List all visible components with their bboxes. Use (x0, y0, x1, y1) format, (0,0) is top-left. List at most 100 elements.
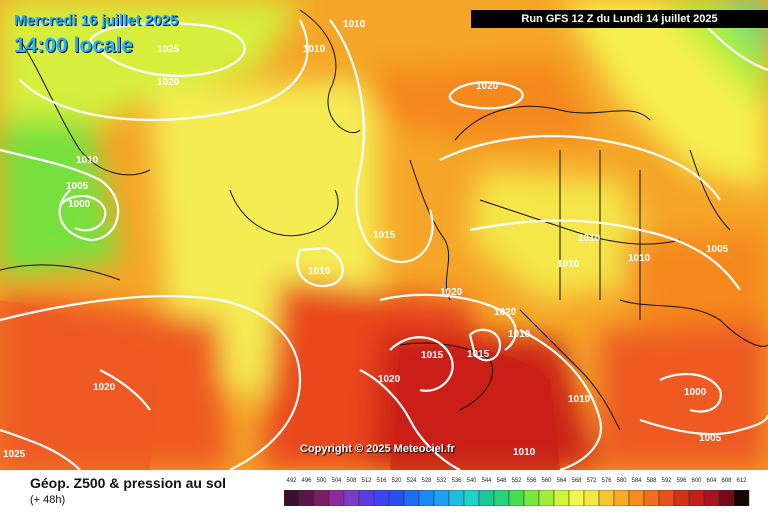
color-scale-label: 552 (511, 478, 522, 484)
isobar-label: 1020 (440, 287, 463, 298)
color-scale-swatch (448, 490, 465, 506)
color-scale-swatch (583, 490, 600, 506)
forecast-time: 14:00 locale (14, 34, 134, 57)
color-scale-label: 504 (331, 478, 342, 484)
color-scale-swatch (403, 490, 420, 506)
isobar-label: 1010 (303, 44, 326, 55)
color-scale-swatch (703, 490, 720, 506)
color-scale-swatch (493, 490, 510, 506)
color-scale-label: 588 (646, 478, 657, 484)
isobar-label: 1020 (378, 374, 401, 385)
color-scale-label: 496 (301, 478, 312, 484)
color-scale-label: 572 (586, 478, 597, 484)
isobar-label: 1005 (699, 433, 722, 444)
isobar-label: 1020 (476, 81, 499, 92)
isobar-label: 1010 (628, 253, 651, 264)
color-scale-swatch (463, 490, 480, 506)
color-scale-label: 612 (736, 478, 747, 484)
geopotential-field (0, 0, 768, 470)
isobar-label: 1010 (343, 19, 366, 30)
isobar-label: 1010 (557, 259, 580, 270)
legend-panel: Géop. Z500 & pression au sol (+ 48h) 492… (0, 470, 768, 512)
color-scale-swatch (643, 490, 660, 506)
color-scale-swatch (313, 490, 330, 506)
isobar-label: 1010 (76, 155, 99, 166)
color-scale-swatch (658, 490, 675, 506)
color-scale-label: 608 (721, 478, 732, 484)
isobar-label: 1010 (308, 266, 331, 277)
color-scale-label: 520 (391, 478, 402, 484)
color-scale-label: 516 (376, 478, 387, 484)
color-scale-label: 532 (436, 478, 447, 484)
isobar-label: 1005 (66, 181, 89, 192)
color-scale-swatch (553, 490, 570, 506)
color-scale-swatch (478, 490, 495, 506)
color-scale-label: 544 (481, 478, 492, 484)
color-scale-label: 524 (406, 478, 417, 484)
isobar-label: 1000 (684, 387, 707, 398)
coastlines (0, 9, 768, 431)
isobar-label: 1010 (508, 329, 531, 340)
color-scale-label: 556 (526, 478, 537, 484)
forecast-date: Mercredi 16 juillet 2025 (14, 12, 179, 29)
isobar-label: 1025 (3, 449, 26, 460)
color-scale-label: 560 (541, 478, 552, 484)
color-scale-swatch (284, 490, 300, 506)
color-scale-label: 580 (616, 478, 627, 484)
color-scale-swatch (688, 490, 705, 506)
color-scale-swatch (673, 490, 690, 506)
color-scale-label: 584 (631, 478, 642, 484)
color-scale-swatch (523, 490, 540, 506)
isobar-label: 1010 (568, 394, 591, 405)
color-scale-swatch (718, 490, 735, 506)
color-scale-label: 564 (556, 478, 567, 484)
color-scale-label: 596 (676, 478, 687, 484)
isobar-label: 1020 (157, 77, 180, 88)
isobar-label: 1015 (373, 230, 396, 241)
isobar-label: 1010 (513, 447, 536, 458)
isobar-label: 1000 (68, 199, 91, 210)
pressure-map: 1010 1010 1025 1020 1020 1010 1005 1000 … (0, 0, 768, 470)
color-scale-bar (284, 490, 750, 506)
color-scale-swatch (328, 490, 345, 506)
color-scale-label: 600 (691, 478, 702, 484)
model-run-banner: Run GFS 12 Z du Lundi 14 juillet 2025 (471, 10, 768, 28)
color-scale-swatch (613, 490, 630, 506)
color-scale-label: 548 (496, 478, 507, 484)
color-scale-swatch (598, 490, 615, 506)
legend-subtitle: (+ 48h) (30, 494, 66, 506)
isobar-label: 1025 (157, 44, 180, 55)
color-scale-swatch (388, 490, 405, 506)
color-scale-label: 500 (316, 478, 327, 484)
color-scale-swatch (733, 490, 750, 506)
copyright-notice: Copyright © 2025 Meteociel.fr (300, 443, 455, 455)
color-scale-label: 604 (706, 478, 717, 484)
color-scale-swatch (568, 490, 585, 506)
color-scale-swatch (628, 490, 645, 506)
isobar-labels: 1010 1010 1025 1020 1020 1010 1005 1000 … (3, 19, 729, 460)
isobar-label: 1005 (706, 244, 729, 255)
color-scale-label: 592 (661, 478, 672, 484)
color-scale-swatch (433, 490, 450, 506)
color-scale-swatch (343, 490, 360, 506)
color-scale-label: 528 (421, 478, 432, 484)
color-scale-label: 568 (571, 478, 582, 484)
color-scale-label: 492 (286, 478, 297, 484)
isobar-label: 1015 (467, 349, 490, 360)
isobar-label: 1015 (421, 350, 444, 361)
color-scale-swatch (538, 490, 555, 506)
isobar-label: 1020 (93, 382, 116, 393)
color-scale-label: 512 (361, 478, 372, 484)
color-scale-label: 540 (466, 478, 477, 484)
color-scale-label: 536 (451, 478, 462, 484)
isobar-label: 1010 (578, 233, 601, 244)
isobar-label: 1020 (494, 307, 517, 318)
color-scale-swatch (358, 490, 375, 506)
color-scale-labels: 492 496 500 504 508 512 516 520 524 528 532 536 540 5… (282, 478, 752, 488)
isobars (0, 19, 768, 470)
color-scale-swatch (508, 490, 525, 506)
color-scale-swatch (418, 490, 435, 506)
color-scale-swatch (373, 490, 390, 506)
legend-title: Géop. Z500 & pression au sol (30, 475, 227, 491)
